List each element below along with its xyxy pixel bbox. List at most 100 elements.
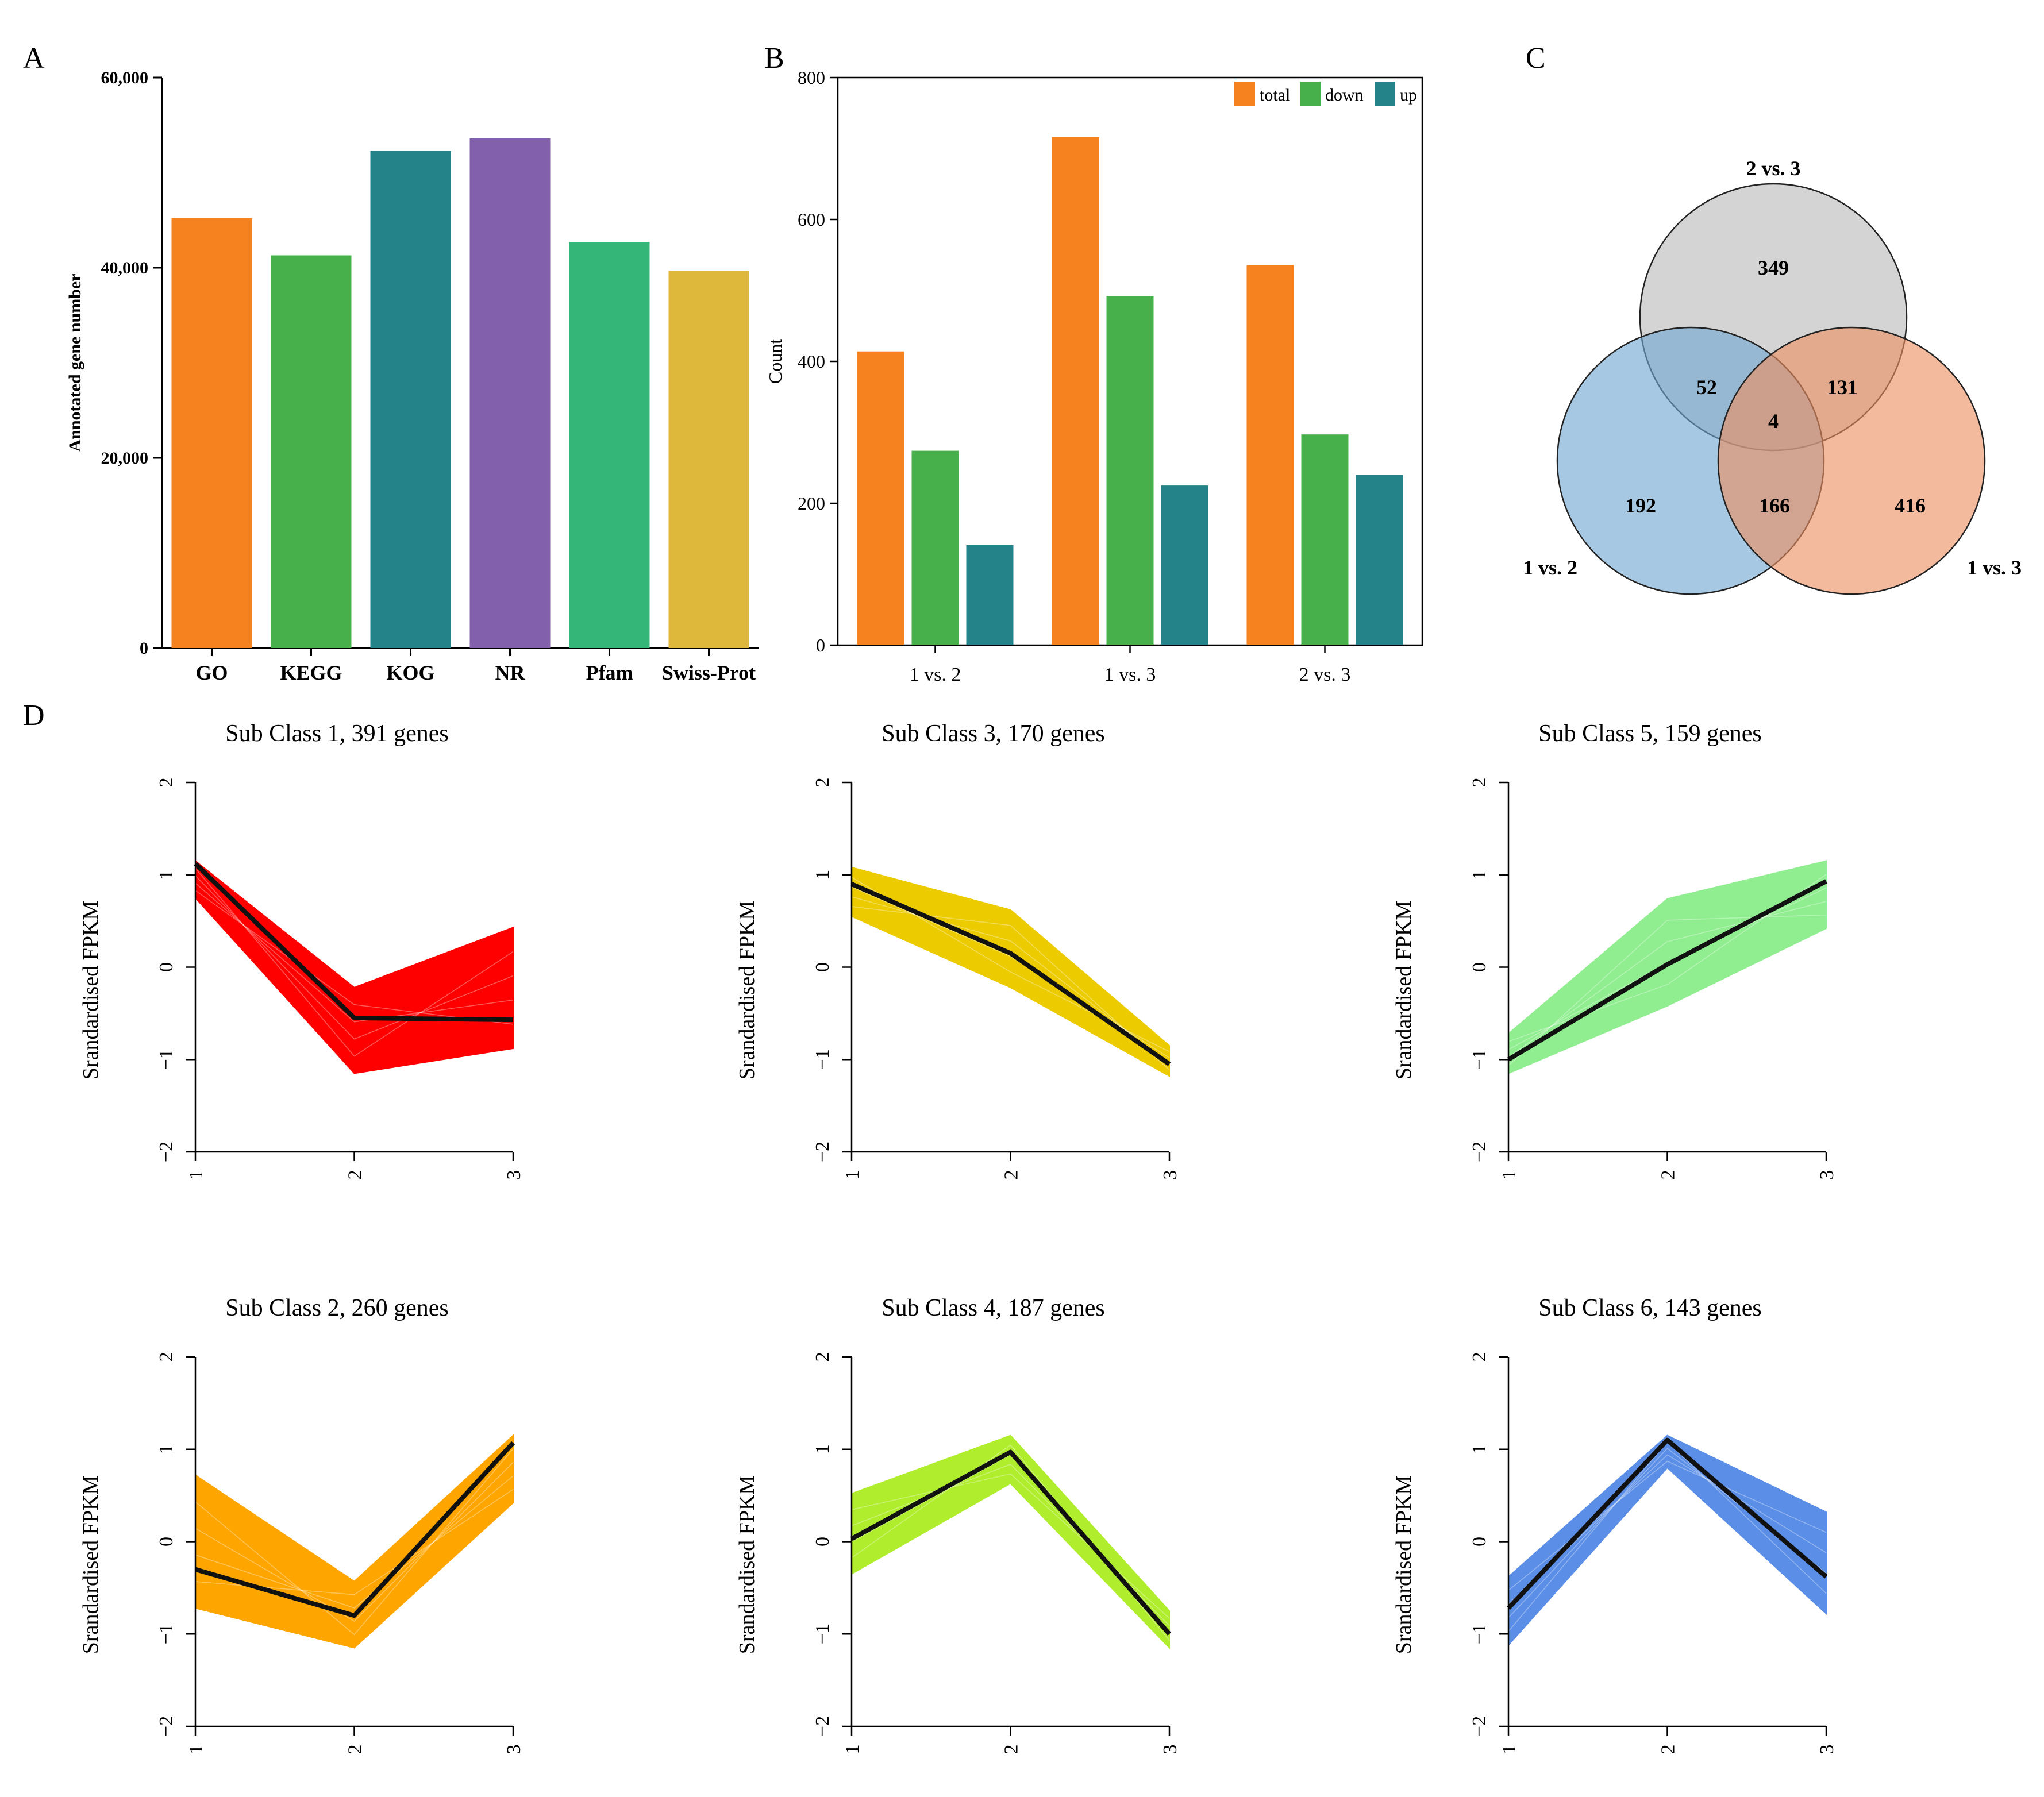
d-x-tick-label: 1: [186, 1170, 207, 1180]
chart-d-expression-clusters: −2 −1 0 1 2 1 2 3 Srandardised FPKM Sub Class 1, …: [79, 720, 1838, 1754]
venn-region-count: 4: [1768, 410, 1779, 433]
d-y-tick-label: 0: [156, 962, 177, 972]
d-y-tick-label: 1: [1469, 870, 1490, 880]
d-subplot: −2 −1 0 1 2 1 2 3 Srandardised FPKM Sub Class 1, …: [79, 720, 525, 1180]
venn-region-count: 52: [1696, 376, 1717, 399]
b-y-tick-label: 0: [816, 635, 825, 655]
d-subplot: −2 −1 0 1 2 1 2 3 Srandardised FPKM Sub Class 3, …: [735, 720, 1181, 1180]
a-bar: [668, 270, 749, 649]
d-gene-line: [1508, 914, 1827, 1066]
venn-set-label: 1 vs. 3: [1967, 556, 2022, 579]
d-y-axis-label: Srandardised FPKM: [735, 901, 759, 1079]
b-y-tick-label: 200: [798, 493, 825, 514]
b-bar-down: [911, 450, 959, 645]
d-x-tick-label: 1: [1499, 1170, 1520, 1180]
b-y-tick-label: 800: [798, 67, 825, 88]
d-gene-line: [195, 1462, 514, 1622]
d-x-tick-label: 3: [503, 1745, 525, 1754]
venn-region-count: 349: [1758, 256, 1789, 279]
b-bar-down: [1301, 434, 1349, 645]
b-bar-up: [1161, 485, 1208, 645]
d-y-tick-label: −1: [156, 1624, 177, 1644]
d-subplot-title: Sub Class 5, 159 genes: [1538, 720, 1762, 747]
venn-region-count: 131: [1827, 376, 1858, 399]
d-x-tick-label: 2: [1001, 1745, 1022, 1754]
a-bar: [271, 255, 352, 648]
d-gene-line: [1508, 1460, 1827, 1591]
d-y-tick-label: 1: [156, 870, 177, 880]
d-gene-line: [851, 906, 1170, 1071]
b-legend-swatch-up: [1375, 82, 1395, 106]
b-bar-total: [1246, 265, 1294, 645]
d-x-tick-label: 1: [842, 1745, 863, 1754]
d-subplot: −2 −1 0 1 2 1 2 3 Srandardised FPKM Sub Class 5, …: [1392, 720, 1838, 1180]
d-x-tick-label: 2: [345, 1745, 366, 1754]
d-mean-line: [1507, 1437, 1828, 1610]
d-y-tick-label: 1: [812, 870, 833, 880]
b-x-tick-label: 1 vs. 2: [910, 664, 961, 685]
d-subplot-title: Sub Class 4, 187 genes: [882, 1295, 1105, 1321]
d-gene-line: [195, 1448, 514, 1636]
venn-set-label: 1 vs. 2: [1523, 556, 1577, 579]
d-y-tick-label: 0: [1469, 962, 1490, 972]
d-subplot-title: Sub Class 6, 143 genes: [1538, 1295, 1762, 1321]
b-bar-total: [857, 351, 904, 645]
d-mean-line: [850, 882, 1171, 1066]
b-legend-label-down: down: [1325, 86, 1364, 105]
d-y-tick-label: 2: [156, 1352, 177, 1362]
d-y-tick-label: 2: [1469, 1352, 1490, 1362]
venn-region-count: 166: [1759, 494, 1790, 517]
d-x-tick-label: 2: [1001, 1170, 1022, 1180]
a-x-tick-label: Pfam: [586, 661, 633, 684]
d-x-tick-label: 3: [503, 1170, 525, 1180]
d-x-tick-label: 3: [1160, 1170, 1181, 1180]
d-y-tick-label: −2: [1469, 1142, 1490, 1162]
d-y-tick-label: −1: [812, 1624, 833, 1644]
b-bar-down: [1106, 296, 1154, 645]
d-gene-line: [195, 882, 514, 1023]
d-x-tick-label: 3: [1816, 1170, 1838, 1180]
d-y-tick-label: 1: [156, 1444, 177, 1454]
venn-set-label: 2 vs. 3: [1746, 157, 1800, 180]
panel-label-a: A: [23, 42, 45, 75]
d-subplot-title: Sub Class 2, 260 genes: [225, 1295, 449, 1321]
b-bar-up: [1356, 475, 1403, 645]
a-bar: [171, 218, 252, 648]
panel-label-d: D: [23, 699, 45, 732]
panel-label-b: B: [764, 42, 784, 75]
b-bar-total: [1052, 137, 1099, 646]
chart-a-annotated-genes: 0 20,000 40,000 60,000 GO KEGG KOG NR Pfam Swiss-…: [66, 68, 759, 684]
a-y-tick-label: 60,000: [101, 68, 149, 87]
a-y-axis-label: Annotated gene number: [66, 273, 84, 452]
a-x-tick-label: KOG: [386, 661, 434, 684]
d-y-tick-label: 1: [812, 1444, 833, 1454]
d-y-tick-label: −1: [156, 1049, 177, 1070]
d-y-tick-label: 0: [812, 962, 833, 972]
a-x-tick-label: Swiss-Prot: [662, 661, 756, 684]
b-y-tick-label: 400: [798, 351, 825, 372]
d-gene-line: [851, 886, 1170, 1058]
d-y-tick-label: −1: [1469, 1049, 1490, 1070]
b-legend-swatch-down: [1300, 82, 1321, 106]
d-gene-line: [1508, 901, 1827, 1058]
d-y-axis-label: Srandardised FPKM: [1392, 1475, 1416, 1654]
d-x-tick-label: 2: [1658, 1170, 1679, 1180]
b-legend-swatch-total: [1234, 82, 1255, 106]
d-x-tick-label: 1: [1499, 1745, 1520, 1754]
b-legend-label-up: up: [1400, 86, 1417, 105]
d-y-tick-label: 0: [156, 1537, 177, 1547]
d-y-axis-label: Srandardised FPKM: [79, 901, 103, 1079]
d-mean-line: [1507, 879, 1827, 1062]
d-y-axis-label: Srandardised FPKM: [735, 1475, 759, 1654]
d-subplot: −2 −1 0 1 2 1 2 3 Srandardised FPKM Sub Class 6, …: [1392, 1295, 1838, 1754]
d-y-tick-label: −2: [812, 1142, 833, 1162]
venn-region-count: 192: [1625, 494, 1656, 517]
d-y-tick-label: −2: [1469, 1716, 1490, 1737]
d-gene-line: [195, 875, 514, 1040]
a-bar: [569, 242, 650, 648]
d-y-tick-label: 0: [812, 1537, 833, 1547]
d-y-tick-label: −1: [812, 1049, 833, 1070]
d-mean-line: [850, 1449, 1172, 1636]
d-y-tick-label: −2: [156, 1142, 177, 1162]
